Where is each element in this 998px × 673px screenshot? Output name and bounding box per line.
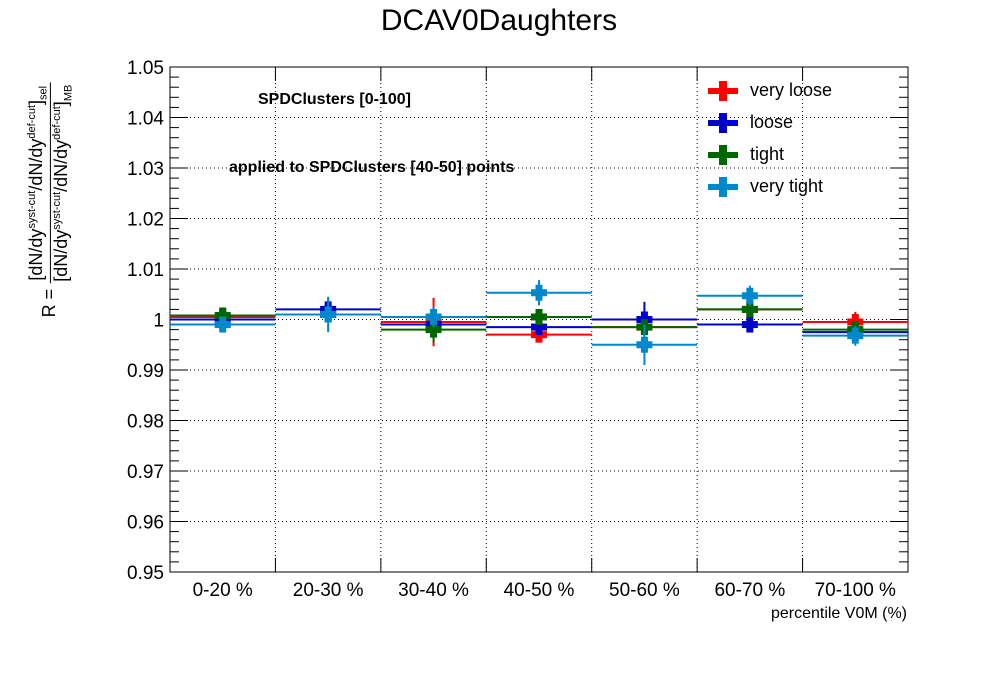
y-tick-label: 0.98: [127, 412, 164, 433]
legend-label: very tight: [750, 176, 824, 196]
marker-v-tight: [219, 307, 227, 324]
legend-label: tight: [750, 144, 785, 164]
x-tick-label: 60-70 %: [714, 580, 785, 601]
marker-v-very-tight: [851, 327, 859, 344]
marker-v-very-tight: [640, 336, 648, 353]
y-tick-label: 1.02: [127, 210, 164, 231]
y-tick-label: 1.01: [127, 260, 164, 281]
y-tick-label: 1.05: [127, 58, 164, 79]
marker-v-tight: [430, 321, 438, 338]
legend-item: very loose: [700, 78, 900, 110]
x-tick-label: 0-20 %: [193, 580, 253, 601]
marker-v-loose: [535, 319, 543, 336]
legend-marker-v: [719, 81, 727, 101]
marker-v-very-tight: [324, 306, 332, 323]
chart-title: DCAV0Daughters: [380, 4, 618, 37]
annotation-applied: applied to SPDClusters [40-50] points: [229, 159, 515, 176]
legend-marker-icon: [708, 145, 738, 165]
x-tick-label: 20-30 %: [293, 580, 364, 601]
marker-v-very-tight: [535, 284, 543, 301]
y-tick-label: 1.03: [127, 159, 164, 180]
y-tick-label: 0.97: [127, 462, 164, 483]
y-tick-label: 0.99: [127, 361, 164, 382]
marker-v-tight: [535, 308, 543, 325]
marker-v-very-tight: [746, 287, 754, 304]
x-tick-label: 40-50 %: [504, 580, 575, 601]
x-axis-label: percentile V0M (%): [770, 605, 907, 622]
legend-marker-v: [719, 177, 727, 197]
legend-item: loose: [700, 110, 900, 142]
legend: very loose loose tight very tight: [700, 78, 900, 206]
marker-v-very-tight: [219, 316, 227, 333]
legend-label: loose: [750, 112, 794, 132]
legend-marker-icon: [708, 81, 738, 101]
x-tick-label: 50-60 %: [609, 580, 680, 601]
legend-item: tight: [700, 142, 900, 174]
y-tick-label: 0.96: [127, 513, 164, 534]
y-tick-label: 1: [153, 311, 164, 332]
legend-marker-v: [719, 113, 727, 133]
legend-marker-v: [719, 145, 727, 165]
marker-v-very-tight: [430, 308, 438, 325]
x-tick-label: 70-100 %: [815, 580, 896, 601]
y-tick-label: 1.04: [127, 109, 164, 130]
marker-v-loose: [746, 316, 754, 333]
legend-marker-icon: [708, 177, 738, 197]
legend-item: very tight: [700, 174, 900, 206]
legend-label: very loose: [750, 80, 833, 100]
legend-marker-icon: [708, 113, 738, 133]
marker-v-tight: [746, 301, 754, 318]
x-tick-label: 30-40 %: [398, 580, 469, 601]
y-tick-label: 0.95: [127, 563, 164, 584]
annotation-spdclusters: SPDClusters [0-100]: [258, 91, 411, 108]
